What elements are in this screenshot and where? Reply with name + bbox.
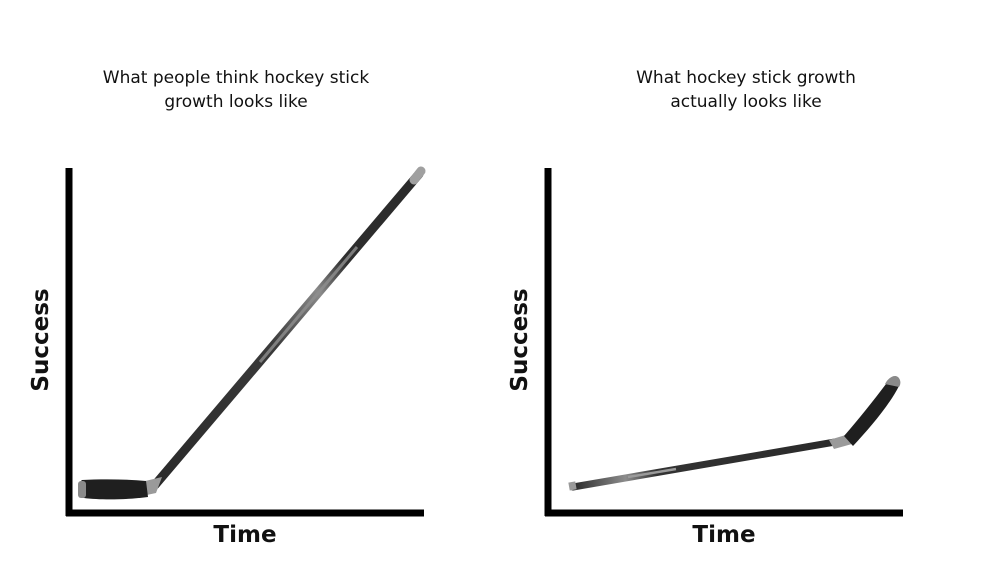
- panel-title-right-line1: What hockey stick growth: [636, 68, 856, 88]
- right-stick-blade: [844, 384, 899, 446]
- right-axes: [544, 168, 903, 517]
- left-stick-top-cap: [409, 166, 426, 185]
- panel-title-right: What hockey stick growth actually looks …: [576, 66, 916, 114]
- left-axes: [65, 168, 424, 517]
- left-hockey-stick: [78, 166, 426, 500]
- panel-title-left-line2: growth looks like: [164, 92, 308, 112]
- right-x-axis-label: Time: [692, 522, 756, 548]
- left-stick-shaft-highlight: [258, 246, 359, 363]
- right-stick-blade-tip: [885, 375, 901, 387]
- right-stick-end-cap: [568, 481, 577, 491]
- panel-title-right-line2: actually looks like: [670, 92, 822, 112]
- left-y-axis-label: Success: [28, 288, 54, 392]
- left-stick-blade-tape: [78, 481, 86, 498]
- right-stick-shaft-highlight: [627, 467, 677, 479]
- left-x-axis-label: Time: [213, 522, 277, 548]
- right-y-axis-label: Success: [507, 288, 533, 392]
- panel-title-left: What people think hockey stick growth lo…: [66, 66, 406, 114]
- right-hockey-stick: [568, 375, 901, 491]
- left-stick-blade: [78, 479, 148, 500]
- panel-title-left-line1: What people think hockey stick: [102, 68, 370, 88]
- right-stick-shaft: [569, 438, 839, 491]
